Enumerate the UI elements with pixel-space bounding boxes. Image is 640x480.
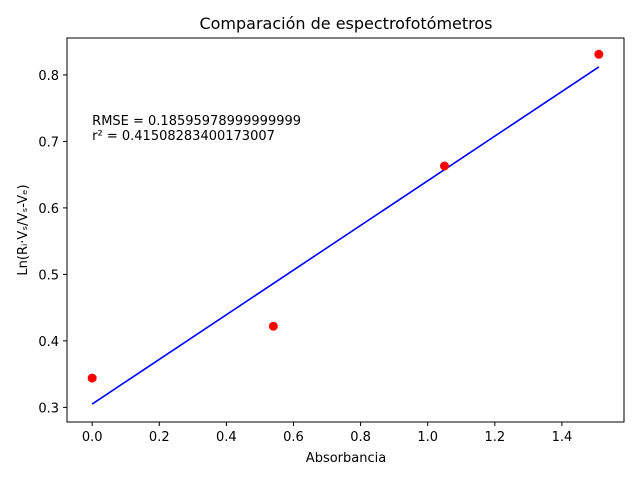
data-point (594, 49, 604, 59)
y-tick-label: 0.3 (38, 401, 59, 416)
y-tick-label: 0.8 (38, 69, 59, 84)
x-tick-label: 0.2 (149, 430, 170, 445)
x-axis-label: Absorbancia (306, 451, 386, 466)
y-axis-label: Ln(Rᵢ·Vₛ/Vₛ-Vₑ) (16, 184, 31, 275)
y-tick-label: 0.6 (38, 202, 59, 217)
data-point (87, 373, 97, 383)
annotation-text: r² = 0.41508283400173007 (92, 129, 275, 144)
x-tick-label: 0.6 (283, 430, 304, 445)
y-tick-label: 0.5 (38, 268, 59, 283)
x-tick-label: 0.0 (82, 430, 103, 445)
x-tick-label: 1.0 (417, 430, 438, 445)
annotation-text: RMSE = 0.18595978999999999 (92, 114, 301, 129)
x-tick-label: 0.4 (216, 430, 237, 445)
axes-frame (66, 37, 625, 423)
x-tick-label: 1.4 (552, 430, 573, 445)
x-tick-label: 1.2 (484, 430, 505, 445)
x-axis: 0.0 0.2 0.4 0.6 0.8 1.0 1.2 1.4 (82, 422, 572, 445)
plot-area (87, 49, 604, 405)
x-tick-label: 0.8 (350, 430, 371, 445)
data-point (268, 321, 278, 331)
y-axis: 0.3 0.4 0.5 0.6 0.7 0.8 (38, 69, 67, 416)
y-tick-label: 0.7 (38, 135, 59, 150)
y-tick-label: 0.4 (38, 335, 59, 350)
fit-line (91, 66, 600, 405)
chart-title: Comparación de espectrofotómetros (199, 14, 492, 33)
data-point (439, 161, 449, 171)
